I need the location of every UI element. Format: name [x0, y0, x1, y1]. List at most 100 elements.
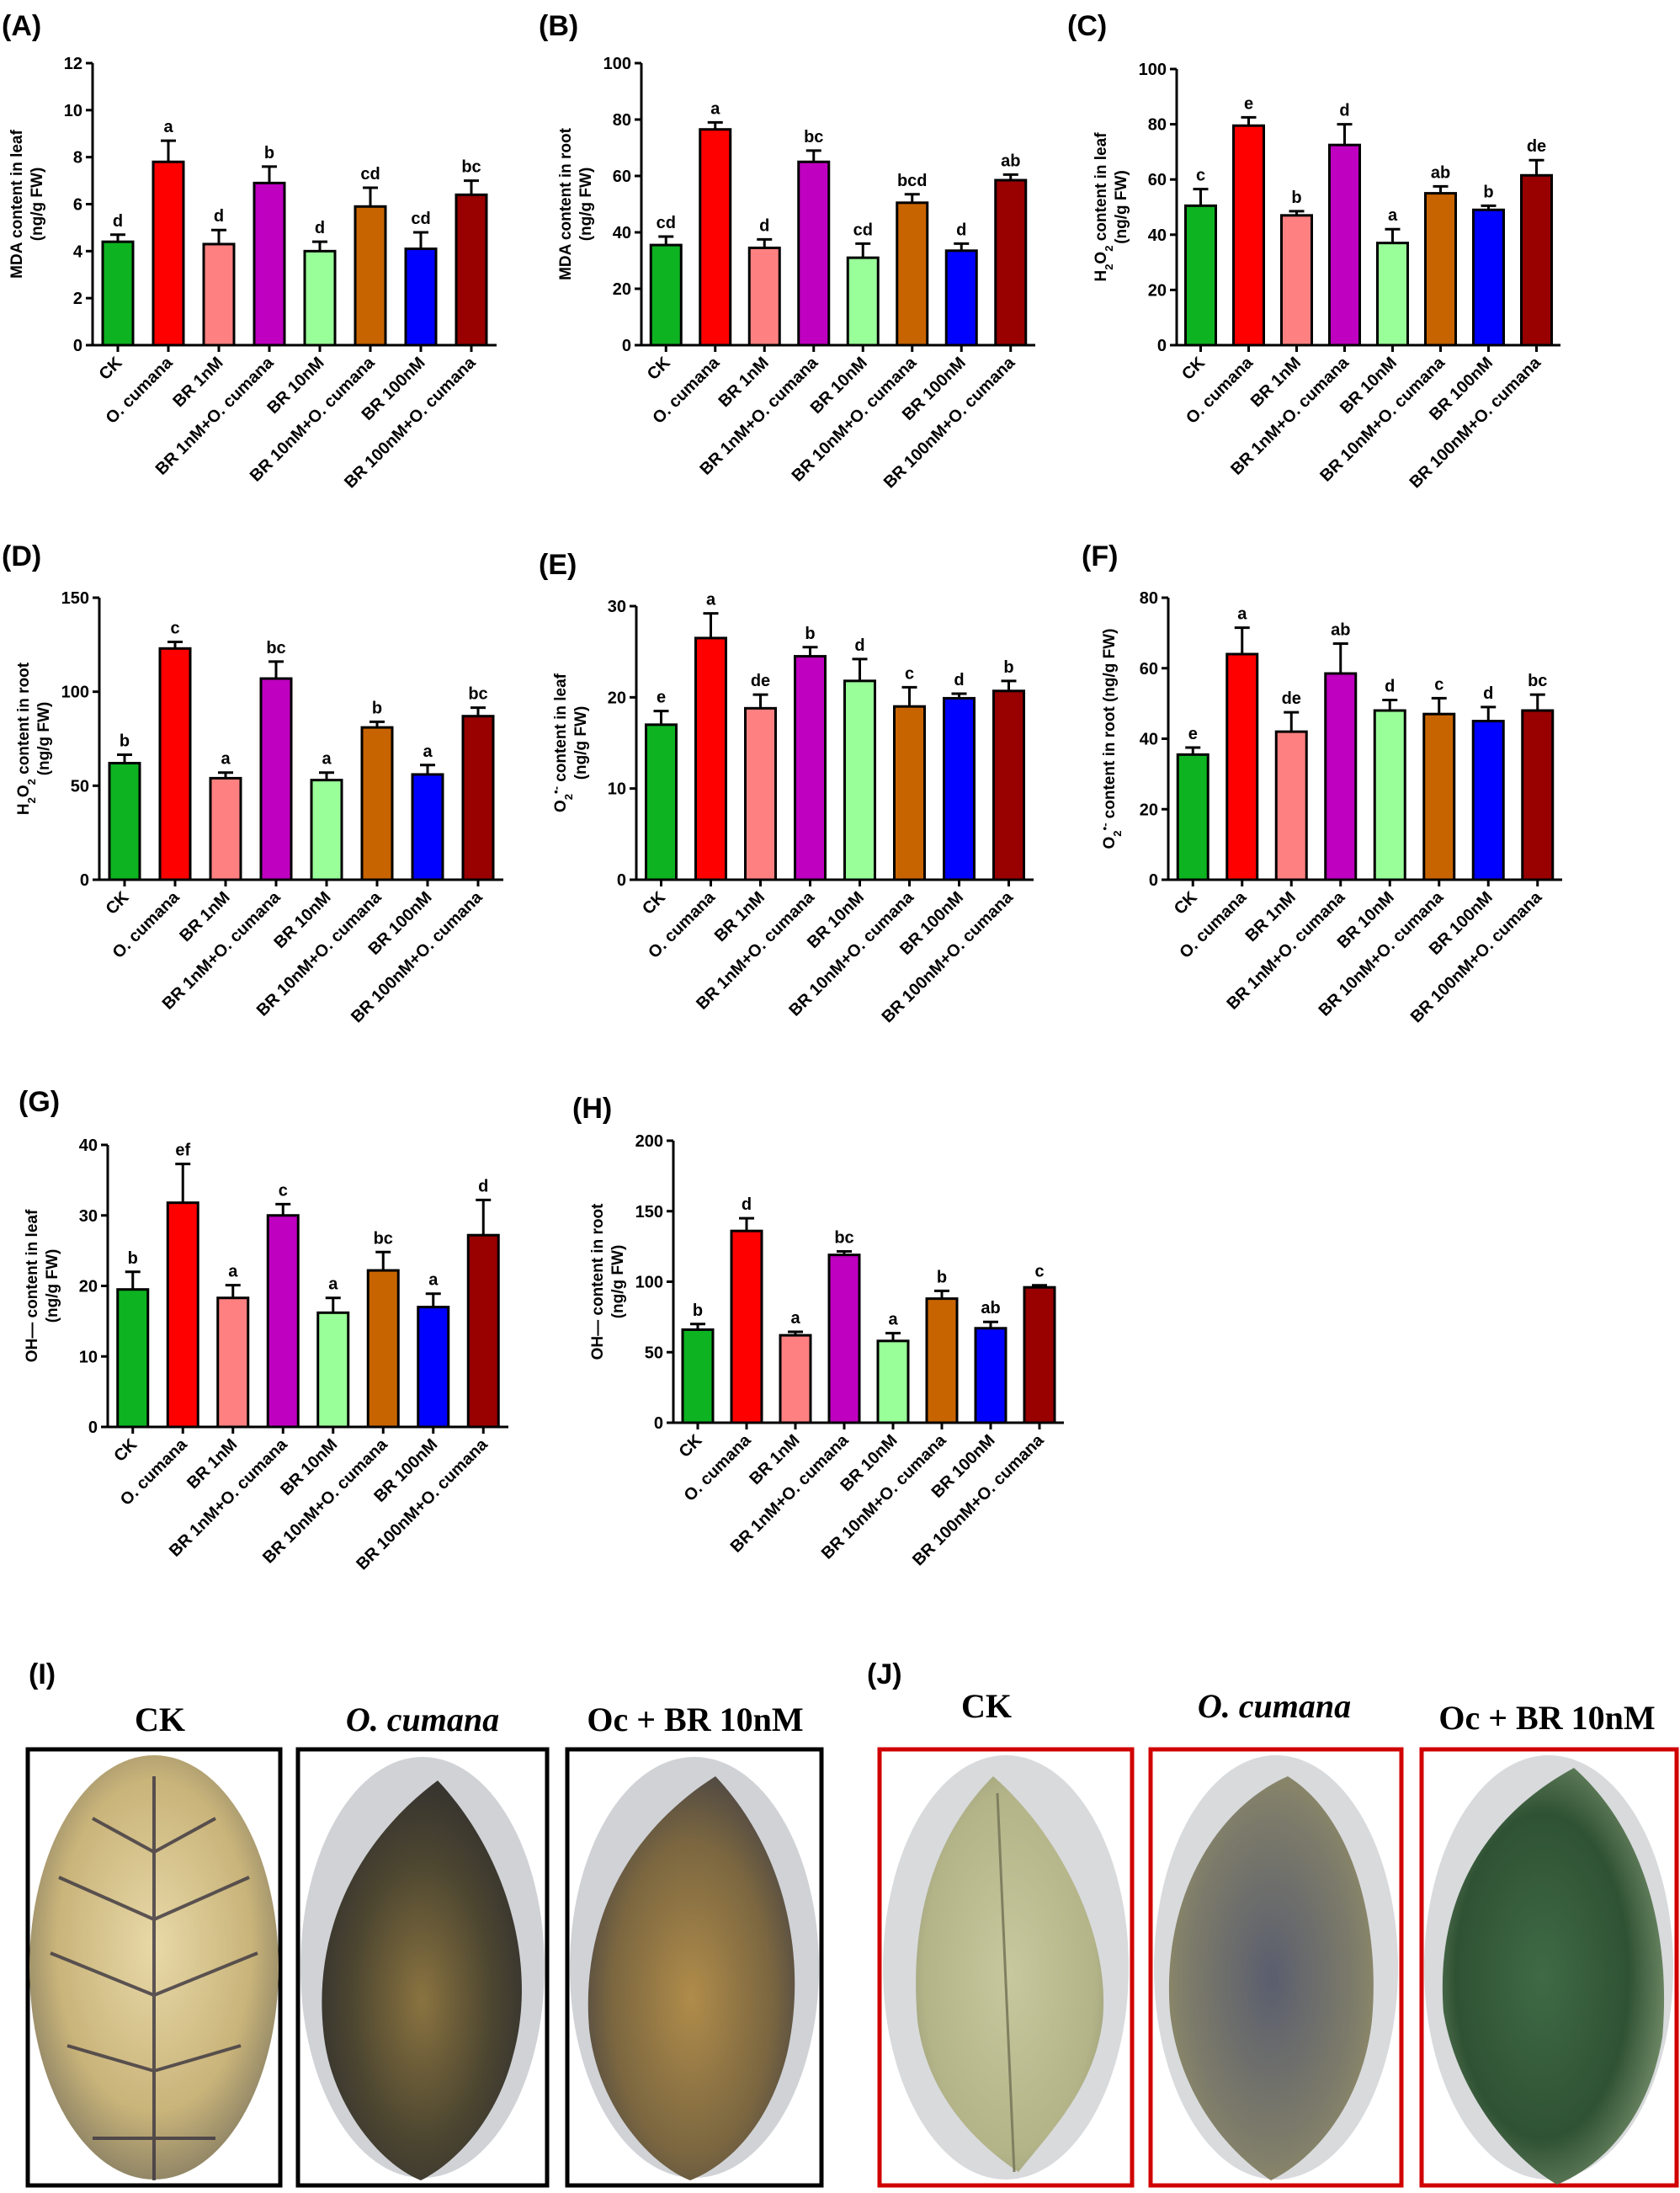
y-axis-label: (ng/g FW)	[29, 168, 46, 242]
significance-letter: cd	[360, 165, 380, 184]
significance-letter: a	[428, 1271, 439, 1290]
chart-c-h2o2-leaf: 0 20 40 60 80 100 H2O2 content in leaf (ng/g FW…	[1093, 61, 1560, 492]
photo-j-vein-ck	[996, 1792, 1016, 2173]
significance-letter: de	[1282, 689, 1301, 708]
significance-letter: e	[657, 689, 666, 707]
bar	[1424, 192, 1457, 347]
y-tick-label: 150	[635, 1203, 663, 1222]
significance-letter: b	[128, 1249, 138, 1268]
significance-letter: d	[1385, 677, 1395, 695]
x-tick-label: CK	[676, 1431, 706, 1461]
y-tick-label: 100	[1139, 61, 1167, 79]
y-tick-label: 0	[1149, 871, 1158, 890]
y-tick-label: 0	[1157, 337, 1167, 355]
bar	[744, 706, 777, 881]
photo-i-leafshape-oc-br10	[587, 1776, 795, 2180]
y-tick-label: 40	[79, 1136, 98, 1155]
significance-letter: bc	[374, 1229, 393, 1248]
bar	[779, 1333, 812, 1424]
y-tick-label: 20	[79, 1278, 98, 1296]
chart-e-superoxide-leaf: 0 10 20 30 O2•- content in leaf (ng/g FW) e CK a…	[550, 591, 1034, 1026]
bar	[366, 1269, 400, 1429]
x-tick-label: CK	[644, 354, 674, 384]
panel-i-photos: CK O. cumana Oc + BR 10nM	[25, 1701, 824, 2188]
bar	[944, 249, 978, 347]
bar	[1274, 730, 1308, 881]
panel-label-b: (B)	[539, 10, 578, 42]
bar	[730, 1229, 763, 1424]
significance-letter: c	[1034, 1263, 1044, 1281]
bar	[253, 181, 286, 347]
significance-letter: d	[214, 207, 224, 226]
y-tick-label: 40	[1148, 226, 1167, 245]
bar	[1376, 242, 1409, 347]
photo-i-title-oc-br10: Oc + BR 10nM	[587, 1701, 803, 1738]
bar	[694, 636, 727, 881]
significance-letter: a	[322, 750, 332, 769]
y-axis-label: H2O2 content in root	[15, 662, 38, 815]
bar	[1184, 204, 1217, 347]
photo-j-title-oc-br10: Oc + BR 10nM	[1438, 1699, 1655, 1737]
x-tick-label: CK	[103, 888, 133, 918]
bar	[461, 715, 495, 881]
significance-letter: d	[759, 216, 769, 235]
photo-i-leafshape-ocumana	[322, 1780, 522, 2180]
significance-letter: b	[120, 732, 130, 750]
bar	[896, 201, 929, 347]
panel-label-c: (C)	[1067, 10, 1107, 42]
photo-j-title-ck: CK	[961, 1687, 1012, 1725]
y-tick-label: 2	[73, 290, 82, 308]
significance-letter: d	[1483, 684, 1493, 703]
bar	[310, 779, 343, 881]
bar	[1023, 1285, 1056, 1424]
significance-letter: bc	[468, 685, 487, 704]
y-tick-label: 12	[64, 55, 82, 73]
y-tick-label: 0	[622, 337, 631, 355]
significance-letter: a	[1237, 605, 1247, 624]
photo-j-title-ocumana: O. cumana	[1198, 1687, 1351, 1725]
significance-letter: ab	[1001, 152, 1020, 170]
y-tick-label: 30	[79, 1207, 98, 1226]
y-tick-label: 200	[635, 1132, 663, 1151]
bar	[316, 1311, 350, 1429]
significance-letter: ab	[1431, 163, 1450, 182]
panel-label-f: (F)	[1082, 540, 1118, 572]
y-tick-label: 40	[613, 224, 631, 242]
significance-letter: bc	[1528, 672, 1547, 690]
significance-letter: d	[956, 221, 966, 239]
bar	[303, 249, 337, 347]
panel-label-g: (G)	[19, 1086, 60, 1118]
y-tick-label: 50	[71, 777, 89, 796]
significance-letter: b	[1291, 189, 1301, 207]
significance-letter: b	[937, 1268, 947, 1286]
bar	[1280, 214, 1313, 347]
bar	[417, 1306, 450, 1429]
significance-letter: a	[706, 591, 716, 609]
bar	[1328, 143, 1361, 347]
significance-letter: d	[742, 1195, 752, 1214]
y-tick-label: 20	[1140, 801, 1158, 819]
bar	[893, 705, 926, 881]
bar	[1225, 652, 1259, 881]
significance-letter: a	[221, 750, 231, 769]
bar	[216, 1296, 250, 1429]
significance-letter: a	[710, 99, 720, 118]
y-axis-label: (ng/g FW)	[572, 706, 590, 780]
x-tick-label: CK	[639, 888, 669, 918]
significance-letter: bc	[804, 128, 823, 146]
y-tick-label: 50	[645, 1344, 663, 1362]
bar	[846, 256, 880, 347]
x-tick-label: CK	[1178, 354, 1209, 384]
bar	[1422, 712, 1456, 881]
significance-letter: ef	[175, 1142, 190, 1160]
bar	[1520, 173, 1553, 347]
y-tick-label: 100	[61, 684, 89, 702]
y-tick-label: 40	[1140, 731, 1158, 749]
panel-label-d: (D)	[2, 540, 41, 572]
bar	[1373, 709, 1406, 881]
x-tick-label: CK	[96, 354, 126, 384]
significance-letter: cd	[853, 221, 873, 239]
significance-letter: cd	[657, 214, 676, 232]
bar	[994, 178, 1028, 347]
bar	[1521, 709, 1555, 881]
